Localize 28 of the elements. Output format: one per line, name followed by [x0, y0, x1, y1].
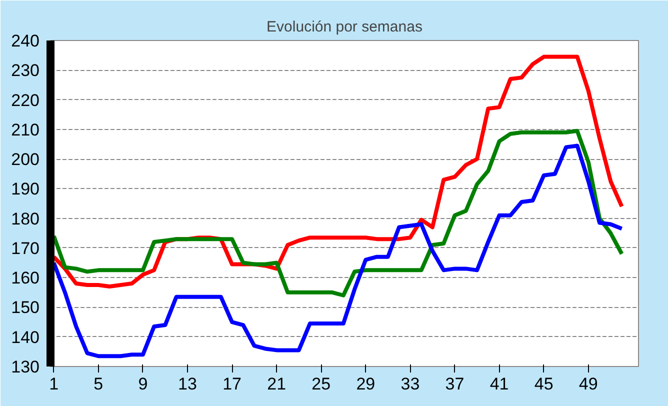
- x-tick-label: 5: [94, 374, 104, 394]
- y-tick-label: 160: [11, 268, 40, 288]
- x-tick-label: 1: [49, 374, 59, 394]
- y-tick-label: 150: [11, 298, 40, 318]
- chart-title: Evolución por semanas: [266, 18, 422, 36]
- y-tick-label: 140: [11, 328, 40, 347]
- x-tick-label: 17: [222, 374, 242, 394]
- x-tick-label: 9: [138, 374, 148, 394]
- x-tick-label: 33: [400, 374, 420, 394]
- x-tick-label: 25: [312, 374, 331, 394]
- line-series: [52, 144, 624, 358]
- y-tick-label: 220: [11, 90, 40, 110]
- x-tick-label: 49: [578, 374, 598, 394]
- line-series: [52, 128, 624, 298]
- x-tick-label: 21: [267, 374, 286, 394]
- x-tick-label: 13: [178, 374, 197, 394]
- y-tick-label: 180: [11, 209, 40, 228]
- y-tick-label: 130: [11, 358, 40, 376]
- x-tick-label: 29: [356, 374, 376, 394]
- x-tick-label: 37: [445, 374, 464, 394]
- y-tick-label: 200: [11, 150, 40, 170]
- y-tick-label: 240: [11, 32, 40, 50]
- y-tick-label: 170: [11, 238, 40, 258]
- x-tick-label: 45: [534, 374, 554, 394]
- y-tick-label: 190: [11, 180, 40, 199]
- x-tick-label: 41: [490, 374, 509, 394]
- y-tick-label: 210: [11, 120, 40, 140]
- y-tick-label: 230: [11, 61, 40, 80]
